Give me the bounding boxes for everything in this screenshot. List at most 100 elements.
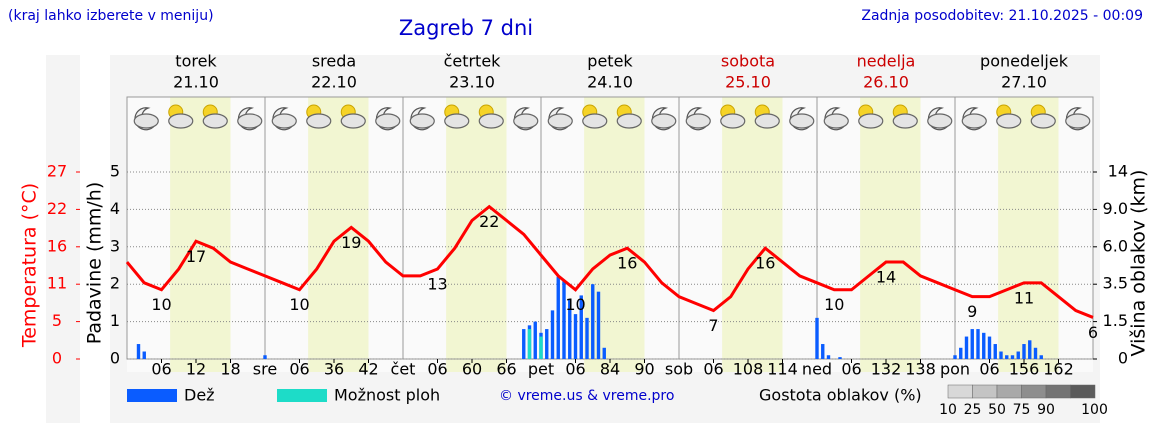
precip-bar xyxy=(1022,344,1026,359)
cloud-icon xyxy=(892,113,918,129)
precip-bar xyxy=(982,332,986,359)
precip-bar xyxy=(573,314,578,359)
x-tick-label: sob xyxy=(665,360,693,379)
x-tick-label: 60 xyxy=(462,360,482,379)
rain-axis-label: Padavine (mm/h) xyxy=(84,182,106,345)
cloud-tick-label: 0 xyxy=(1118,349,1128,368)
precip-bar xyxy=(136,344,141,359)
cloud-icon xyxy=(409,113,435,129)
credit: © vreme.us & vreme.pro xyxy=(499,388,674,404)
cloud-icon xyxy=(927,113,953,129)
precip-bar xyxy=(579,295,583,359)
x-tick-label: 108 xyxy=(733,360,764,379)
cloud-icon xyxy=(685,113,711,129)
day-name: nedelja xyxy=(857,52,916,71)
cloud-icon xyxy=(823,113,849,129)
precip-bar xyxy=(999,351,1003,359)
density-swatch xyxy=(947,384,973,399)
temp-label: 10 xyxy=(289,295,309,314)
x-tick-label: 18 xyxy=(220,360,240,379)
temp-tick-label: 27 xyxy=(47,162,67,181)
day-date: 21.10 xyxy=(173,73,219,92)
cloud-icon xyxy=(754,113,780,129)
precip-bar xyxy=(826,355,831,359)
precip-bar xyxy=(596,291,601,359)
legend-label: Dež xyxy=(184,386,215,405)
x-tick-label: 114 xyxy=(767,360,798,379)
precip-bar xyxy=(821,344,825,359)
x-tick-label: 06 xyxy=(703,360,723,379)
temperature-line xyxy=(125,204,1094,319)
x-tick-label: 06 xyxy=(289,360,309,379)
updated: Zadnja posodobitev: 21.10.2025 - 00:09 xyxy=(861,8,1143,24)
precip-bar xyxy=(1028,340,1032,359)
density-swatch xyxy=(1045,384,1071,399)
cloud-icon xyxy=(789,113,815,129)
precip-bar xyxy=(959,347,963,359)
precip-bar xyxy=(585,317,589,359)
y-tick-label: 3 xyxy=(110,236,120,255)
temp-label: 19 xyxy=(341,233,361,252)
temp-label: 17 xyxy=(186,247,206,266)
legend-swatch xyxy=(277,389,327,402)
cloud-icon xyxy=(375,113,401,129)
cloud-icon xyxy=(1065,113,1091,129)
cloud-icon xyxy=(168,113,194,129)
day-name: sreda xyxy=(312,52,356,71)
y-tick-label: 2 xyxy=(110,274,120,293)
cloud-icon xyxy=(1030,113,1056,129)
cloud-icon xyxy=(478,113,504,129)
day-date: 22.10 xyxy=(311,73,357,92)
precip-bar xyxy=(1039,355,1043,359)
cloud-icon xyxy=(961,113,987,129)
x-tick-label: 138 xyxy=(905,360,936,379)
cloud-tick-label: 1.5 xyxy=(1103,311,1128,330)
day-name: petek xyxy=(587,52,633,71)
title: Zagreb 7 dni xyxy=(399,16,533,40)
temp-label: 10 xyxy=(151,295,171,314)
temp-label: 6 xyxy=(1088,323,1098,342)
temp-label: 9 xyxy=(967,302,977,321)
density-label: 75 xyxy=(1013,402,1031,418)
day-name: četrtek xyxy=(444,52,502,71)
temp-label: 7 xyxy=(708,316,718,335)
density-title: Gostota oblakov (%) xyxy=(759,386,922,405)
precip-bar xyxy=(545,329,549,359)
precip-bar xyxy=(1010,355,1015,359)
density-label: 10 xyxy=(939,402,957,418)
y-tick-label: 4 xyxy=(110,199,120,218)
temp-label: 16 xyxy=(617,254,637,273)
x-tick-label: ned xyxy=(802,360,832,379)
cloud-icon xyxy=(858,113,884,129)
temp-tick-label: 16 xyxy=(47,236,67,255)
density-swatch xyxy=(972,384,998,399)
cloud-icon xyxy=(306,113,332,129)
precip-bar xyxy=(1033,347,1038,359)
density-label: 100 xyxy=(1081,402,1108,418)
precip-bar xyxy=(964,336,969,359)
x-tick-label: 66 xyxy=(496,360,516,379)
x-tick-label: pon xyxy=(940,360,970,379)
x-tick-label: sre xyxy=(253,360,277,379)
x-tick-label: 156 xyxy=(1009,360,1040,379)
precip-bar xyxy=(263,355,267,359)
day-date: 26.10 xyxy=(863,73,909,92)
density-swatch xyxy=(1070,384,1096,399)
daylight-band xyxy=(998,97,1059,372)
cloud-tick-label: 3.5 xyxy=(1103,274,1128,293)
x-tick-label: 06 xyxy=(841,360,861,379)
x-tick-label: 36 xyxy=(324,360,344,379)
cloud-tick-label: 14 xyxy=(1108,162,1128,181)
day-bands xyxy=(170,97,1059,372)
temp-tick-label: 0 xyxy=(52,349,62,368)
precip-bar xyxy=(562,280,566,359)
temp-label: 22 xyxy=(479,212,499,231)
cloud-icon xyxy=(271,113,297,129)
precip-bar xyxy=(522,329,526,359)
cloud-icon xyxy=(582,113,608,129)
x-tick-label: čet xyxy=(391,360,416,379)
precip-bar xyxy=(993,344,997,359)
temp-label: 16 xyxy=(755,254,775,273)
precip-bar xyxy=(815,317,819,359)
